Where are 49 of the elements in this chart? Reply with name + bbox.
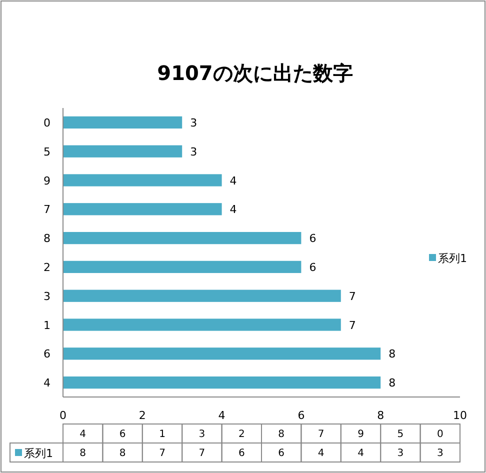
y-tick-label: 6 [44, 348, 50, 361]
y-tick-label: 4 [44, 376, 50, 390]
category-label: 3 [198, 429, 206, 440]
category-label: 2 [238, 429, 245, 440]
y-tick-label: 3 [44, 290, 50, 303]
x-tick-label: 6 [298, 409, 305, 422]
data-label: 3 [190, 116, 198, 130]
category-label: 1 [159, 429, 166, 440]
category-label: 8 [278, 429, 285, 440]
category-label: 5 [397, 429, 404, 440]
category-label: 4 [358, 448, 364, 459]
category-label: 8 [80, 448, 86, 459]
data-label: 6 [309, 260, 316, 274]
x-tick-label: 8 [377, 409, 384, 422]
category-label: 9 [358, 429, 364, 440]
category-label: 7 [159, 448, 166, 459]
category-label: 4 [80, 429, 86, 440]
x-tick-label: 0 [60, 409, 66, 422]
data-label: 8 [388, 376, 396, 390]
category-label: 6 [278, 448, 285, 459]
category-label: 3 [436, 448, 444, 459]
y-tick-label: 7 [44, 203, 50, 216]
y-tick-label: 8 [44, 232, 50, 246]
legend-label: 系列1 [438, 252, 467, 265]
data-label: 3 [190, 145, 198, 158]
y-tick-label: 2 [44, 260, 50, 274]
category-label: 8 [119, 448, 126, 459]
x-tick-label: 4 [218, 409, 226, 422]
data-label: 8 [388, 348, 396, 361]
y-tick-label: 1 [44, 318, 50, 332]
category-label: 7 [318, 429, 324, 440]
data-label: 7 [348, 318, 356, 332]
category-label: 3 [397, 448, 404, 459]
chart-title: 9107の次に出た数字 [157, 61, 353, 85]
y-tick-label: 0 [44, 116, 50, 130]
category-label: 6 [238, 448, 245, 459]
y-tick-label: 9 [44, 174, 50, 188]
data-label: 4 [230, 203, 237, 216]
text: 系列1 [24, 447, 53, 460]
category-label: 6 [119, 429, 126, 440]
x-tick-label: 2 [138, 409, 146, 422]
category-label: 7 [198, 448, 206, 459]
category-label: 4 [318, 448, 324, 459]
data-label: 6 [309, 232, 316, 246]
y-tick-label: 5 [44, 145, 50, 158]
data-label: 7 [348, 290, 356, 303]
x-tick-label: 10 [453, 409, 467, 422]
category-label: 0 [436, 429, 444, 440]
data-label: 4 [230, 174, 237, 188]
